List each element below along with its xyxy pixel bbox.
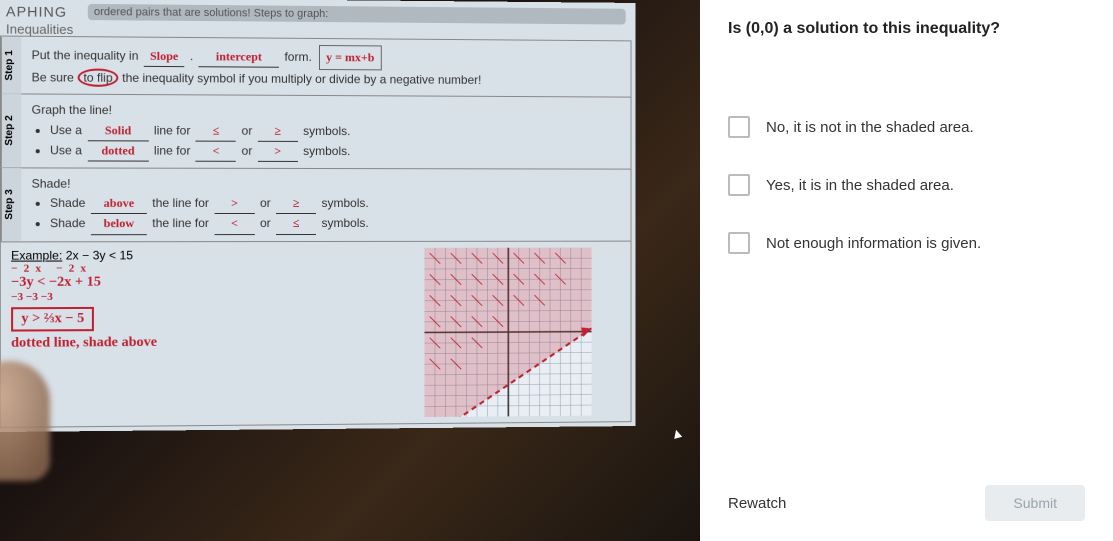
step1-fill-intercept: intercept xyxy=(199,47,280,68)
s3b2end: symbols. xyxy=(321,216,368,230)
step3-label: Step 3 xyxy=(1,168,22,241)
choice-1-checkbox[interactable] xyxy=(728,116,750,138)
s3b1mid: the line for xyxy=(152,196,209,210)
s2b1mid: line for xyxy=(154,123,190,137)
step1-form-box: y = mx+b xyxy=(319,45,381,71)
example-work1: −3y < −2x + 15 xyxy=(11,273,405,290)
s3b2or: or xyxy=(260,216,271,230)
s2b2or: or xyxy=(242,144,253,158)
choice-3-label: Not enough information is given. xyxy=(766,235,981,252)
step1-circled: to flip xyxy=(77,69,118,87)
example-answer: y > ⅔x − 5 xyxy=(11,306,94,331)
choice-1-label: No, it is not in the shaded area. xyxy=(766,119,974,136)
s2b1or: or xyxy=(242,123,253,137)
step3-bullet2: Shade below the line for < or ≤ symbols. xyxy=(50,214,621,234)
header-strip: ordered pairs that are solutions! Steps … xyxy=(88,4,626,25)
s3b1or: or xyxy=(260,196,271,210)
step3-bullet1: Shade above the line for > or ≥ symbols. xyxy=(50,194,621,214)
s2b1s2: ≥ xyxy=(258,121,298,141)
example-graph xyxy=(424,247,591,416)
step2-title: Graph the line! xyxy=(32,101,621,123)
example-expr: 2x − 3y < 15 xyxy=(66,248,133,262)
s2b2a: Use a xyxy=(50,143,82,157)
step3-row: Step 3 Shade! Shade above the line for >… xyxy=(0,167,632,242)
step2-content: Graph the line! Use a Solid line for ≤ o… xyxy=(21,95,630,169)
choice-3[interactable]: Not enough information is given. xyxy=(728,214,1085,272)
s3b1a: Shade xyxy=(50,196,85,210)
step3-content: Shade! Shade above the line for > or ≥ s… xyxy=(21,168,630,240)
s2b2end: symbols. xyxy=(303,144,350,158)
step1-dash: . xyxy=(190,49,193,63)
rewatch-button[interactable]: Rewatch xyxy=(728,495,786,512)
step2-label: Step 2 xyxy=(1,95,22,168)
footer: Rewatch Submit xyxy=(728,465,1085,521)
s2b2fill: dotted xyxy=(88,141,149,162)
step1-row: Step 1 Put the inequality in Slope . int… xyxy=(0,36,632,98)
step1-label: Step 1 xyxy=(1,37,22,94)
example-row: Example: 2x − 3y < 15 −2x −2x −3y < −2x … xyxy=(0,240,632,427)
step1-form-word: form. xyxy=(284,50,311,64)
step1-text-a: Put the inequality in xyxy=(32,48,139,63)
heading: APHING xyxy=(6,3,88,20)
s3b2mid: the line for xyxy=(152,216,209,230)
choice-2-checkbox[interactable] xyxy=(728,174,750,196)
finger-blur xyxy=(0,361,50,481)
choice-2-label: Yes, it is in the shaded area. xyxy=(766,177,954,194)
video-pane: APHING ordered pairs that are solutions!… xyxy=(0,0,700,541)
s2b1fill: Solid xyxy=(88,121,149,142)
choice-2[interactable]: Yes, it is in the shaded area. xyxy=(728,156,1085,214)
s2b1s1: ≤ xyxy=(196,121,236,141)
example-ann1: −2x −2x xyxy=(11,261,405,274)
example-label: Example: xyxy=(11,248,62,262)
graph-svg xyxy=(424,247,591,416)
s2b1a: Use a xyxy=(50,122,82,136)
choice-3-checkbox[interactable] xyxy=(728,232,750,254)
s2b2s2: > xyxy=(258,142,298,162)
step2-row: Step 2 Graph the line! Use a Solid line … xyxy=(0,94,632,170)
submit-button[interactable]: Submit xyxy=(985,485,1085,521)
s2b1end: symbols. xyxy=(303,123,350,137)
worksheet: APHING ordered pairs that are solutions!… xyxy=(0,0,635,432)
step2-bullet2: Use a dotted line for < or > symbols. xyxy=(50,141,621,163)
example-work1b: −3 −3 −3 xyxy=(11,289,405,302)
s3b2s2: ≤ xyxy=(276,214,316,234)
step3-title: Shade! xyxy=(32,174,621,194)
step2-bullet1: Use a Solid line for ≤ or ≥ symbols. xyxy=(50,120,621,142)
step1-content: Put the inequality in Slope . intercept … xyxy=(21,37,630,97)
s2b2mid: line for xyxy=(154,143,190,157)
s3b2fill: below xyxy=(91,214,147,234)
s3b1end: symbols. xyxy=(321,196,368,210)
question-pane: Is (0,0) a solution to this inequality? … xyxy=(700,0,1113,541)
s3b1s2: ≥ xyxy=(276,194,316,214)
s3b1s1: > xyxy=(214,194,254,214)
example-work: Example: 2x − 3y < 15 −2x −2x −3y < −2x … xyxy=(11,247,405,420)
example-note: dotted line, shade above xyxy=(11,333,405,351)
step1-line2b: the inequality symbol if you multiply or… xyxy=(122,71,481,87)
step1-fill-slope: Slope xyxy=(144,47,185,68)
choice-1[interactable]: No, it is not in the shaded area. xyxy=(728,98,1085,156)
step1-line2a: Be sure xyxy=(32,70,74,84)
s2b2s1: < xyxy=(196,141,236,161)
question-text: Is (0,0) a solution to this inequality? xyxy=(728,20,1085,38)
s3b2a: Shade xyxy=(50,216,85,230)
s3b2s1: < xyxy=(214,214,254,234)
s3b1fill: above xyxy=(91,194,147,214)
